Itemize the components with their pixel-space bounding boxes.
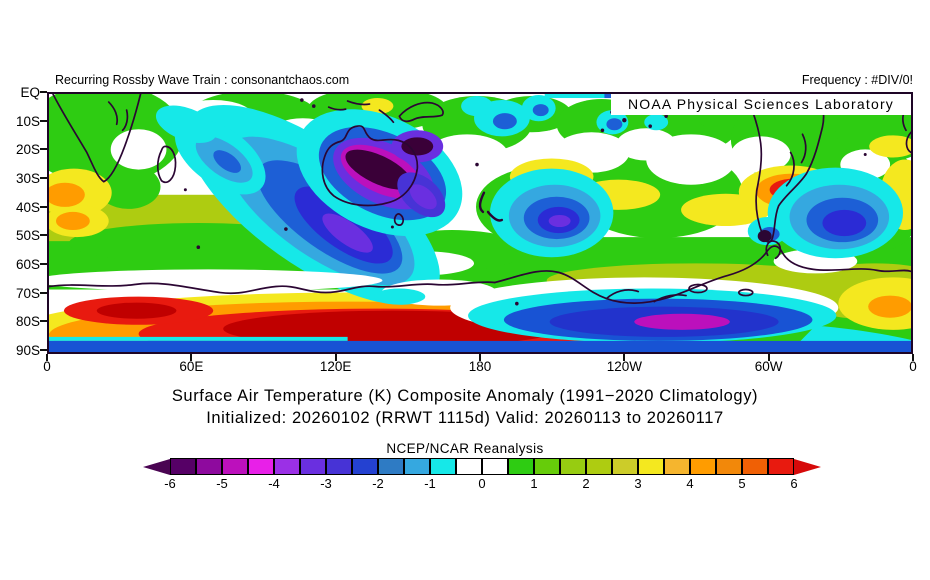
lat-tick <box>40 91 47 93</box>
colorbar-cell <box>352 458 378 475</box>
cold-anomaly-blobs <box>155 95 904 305</box>
lat-tick <box>40 263 47 265</box>
colorbar-cell <box>664 458 690 475</box>
colorbar-cell <box>638 458 664 475</box>
colorbar-cell <box>300 458 326 475</box>
noaa-watermark-label: NOAA Physical Sciences Laboratory <box>611 94 911 115</box>
header-left-text: Recurring Rossby Wave Train : consonantc… <box>55 73 350 87</box>
lat-axis-ticks <box>40 91 47 354</box>
anomaly-field <box>49 94 911 352</box>
lat-tick-label: EQ <box>20 85 40 100</box>
lon-tick <box>912 354 914 361</box>
colorbar-tick-label: -3 <box>320 476 332 491</box>
colorbar-cell <box>326 458 352 475</box>
lon-tick-label: 0 <box>909 359 917 374</box>
lon-tick <box>479 354 481 361</box>
plot-title-line2: Initialized: 20260102 (RRWT 1115d) Valid… <box>206 409 724 427</box>
lat-tick-label: 70S <box>15 285 40 301</box>
lon-axis-labels: 0 60E 120E 180 120W 60W 0 <box>43 359 917 375</box>
colorbar-tick-labels: -6 -5 -4 -3 -2 -1 0 1 2 3 4 5 6 <box>143 476 821 491</box>
lon-tick-label: 120W <box>606 359 642 374</box>
coastlines-overlay <box>49 94 911 306</box>
header-right-text: Frequency : #DIV/0! <box>801 73 913 87</box>
colorbar-cell <box>586 458 612 475</box>
colorbar-tick-label: 3 <box>634 476 642 491</box>
lon-tick <box>190 354 193 361</box>
colorbar-over-arrow-icon <box>794 458 821 475</box>
lat-tick-label: 80S <box>15 314 40 330</box>
lat-tick-label: 60S <box>15 257 40 272</box>
lon-tick-label: 60W <box>754 359 783 374</box>
plot-title-line1: Surface Air Temperature (K) Composite An… <box>171 387 759 405</box>
colorbar-cell <box>716 458 742 475</box>
colorbar-cell <box>430 458 456 475</box>
lat-tick-label: 20S <box>15 142 40 158</box>
colorbar-cell <box>404 458 430 475</box>
lat-tick <box>40 177 47 179</box>
colorbar-label: NCEP/NCAR Reanalysis <box>386 441 544 456</box>
lon-tick-label: 120E <box>319 359 352 374</box>
colorbar-tick-label: -4 <box>268 476 280 491</box>
colorbar-tick-label: -5 <box>216 476 228 491</box>
colorbar-cell <box>534 458 560 475</box>
lat-tick <box>40 205 47 208</box>
colorbar-cell <box>274 458 300 475</box>
colorbar-cell <box>690 458 716 475</box>
lat-tick-label: 90S <box>15 343 40 358</box>
lon-tick-label: 180 <box>468 359 492 374</box>
colorbar-under-arrow-icon <box>143 458 170 475</box>
colorbar-cell <box>222 458 248 475</box>
colorbar-tick-label: -2 <box>372 476 384 491</box>
lat-tick-label: 50S <box>15 228 40 244</box>
anomaly-map: NOAA Physical Sciences Laboratory <box>47 92 913 354</box>
colorbar-cell <box>378 458 404 475</box>
lon-tick <box>334 354 337 361</box>
colorbar-cells <box>170 458 794 475</box>
lat-tick <box>40 291 47 294</box>
colorbar-cell <box>612 458 638 475</box>
lat-axis-labels: EQ 10S 20S 30S 40S 50S 60S 70S 80S 90S <box>0 86 40 358</box>
lon-tick <box>46 354 48 361</box>
colorbar-cell <box>170 458 196 475</box>
colorbar-cell <box>456 458 482 475</box>
antarctic-cold-tongue <box>49 94 911 352</box>
colorbar-cell <box>742 458 768 475</box>
colorbar-tick-label: 4 <box>686 476 694 491</box>
colorbar-tick-label: -1 <box>424 476 436 491</box>
colorbar-cell <box>508 458 534 475</box>
lon-tick-label: 0 <box>43 359 51 374</box>
colorbar-cell <box>248 458 274 475</box>
colorbar-cell <box>196 458 222 475</box>
lon-tick <box>623 354 626 361</box>
lat-tick <box>40 148 47 151</box>
lat-tick <box>40 349 47 351</box>
lon-axis-ticks <box>46 354 914 361</box>
colorbar-cell <box>560 458 586 475</box>
lon-tick <box>767 354 770 361</box>
lat-tick-label: 10S <box>15 113 40 129</box>
colorbar-tick-label: 0 <box>478 476 486 491</box>
colorbar-tick-label: 6 <box>790 476 798 491</box>
lon-tick-label: 60E <box>179 359 204 374</box>
colorbar <box>143 458 821 475</box>
lat-tick-label: 30S <box>15 171 40 186</box>
colorbar-cell <box>768 458 794 475</box>
lat-tick <box>40 234 47 237</box>
lat-tick <box>40 119 47 122</box>
colorbar-cell <box>482 458 508 475</box>
lat-tick-label: 40S <box>15 199 40 215</box>
colorbar-tick-label: 5 <box>738 476 746 491</box>
colorbar-tick-label: 1 <box>530 476 538 491</box>
colorbar-tick-label: 2 <box>582 476 590 491</box>
lat-tick <box>40 320 47 323</box>
colorbar-tick-label: -6 <box>164 476 176 491</box>
